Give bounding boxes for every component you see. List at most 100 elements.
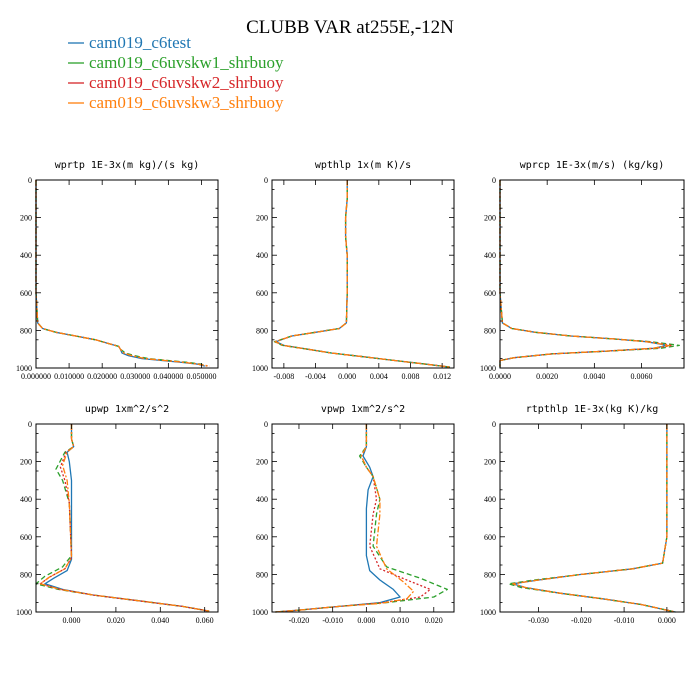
series-line — [499, 180, 680, 368]
x-tick-label: -0.020 — [571, 616, 592, 625]
y-tick-label: 0 — [492, 420, 496, 429]
legend-item: cam019_c6test — [68, 33, 191, 52]
y-tick-label: 0 — [264, 176, 268, 185]
legend-label: cam019_c6uvskw2_shrbuoy — [89, 73, 284, 92]
y-tick-label: 800 — [20, 326, 32, 335]
panel-title: wpthlp 1x(m K)/s — [315, 160, 411, 171]
series-group — [273, 180, 451, 368]
x-tick-label: 0.0000 — [489, 372, 511, 381]
y-tick-label: 200 — [256, 214, 268, 223]
y-tick-label: 0 — [28, 420, 32, 429]
legend-label: cam019_c6uvskw3_shrbuoy — [89, 93, 284, 112]
y-tick-label: 200 — [20, 458, 32, 467]
x-tick-label: 0.000 — [338, 372, 356, 381]
y-tick-label: 1000 — [480, 364, 496, 373]
x-tick-label: 0.000 — [63, 616, 81, 625]
y-tick-label: 600 — [484, 289, 496, 298]
panel: wprcp 1E-3x(m/s) (kg/kg) 0 200 400 600 800 100… — [480, 160, 685, 381]
series-line — [499, 180, 671, 368]
x-tick-label: 0.040 — [151, 616, 169, 625]
x-tick-label: 0.060 — [196, 616, 214, 625]
panel-title: wprtp 1E-3x(m kg)/(s kg) — [55, 160, 200, 171]
x-tick-label: 0.0060 — [631, 372, 653, 381]
x-tick-label: 0.020000 — [87, 372, 117, 381]
y-tick-label: 1000 — [480, 608, 496, 617]
x-tick-label: -0.030 — [528, 616, 549, 625]
y-tick-label: 200 — [20, 214, 32, 223]
panel: wprtp 1E-3x(m kg)/(s kg) 0 200 400 600 800 100… — [16, 160, 219, 381]
y-tick-label: 400 — [484, 495, 496, 504]
x-tick-label: 0.050000 — [186, 372, 216, 381]
y-tick-label: 200 — [256, 458, 268, 467]
legend-item: cam019_c6uvskw2_shrbuoy — [68, 73, 284, 92]
axis-frame — [35, 423, 219, 613]
x-tick-label: 0.0020 — [536, 372, 558, 381]
y-tick-label: 600 — [484, 533, 496, 542]
x-tick-label: 0.020 — [425, 616, 443, 625]
y-tick-label: 400 — [484, 251, 496, 260]
panel-title: vpwp 1xm^2/s^2 — [321, 404, 405, 415]
panel: vpwp 1xm^2/s^2 0 200 400 600 800 1000 -0.020 -0.… — [252, 404, 455, 625]
y-tick-label: 1000 — [16, 364, 32, 373]
y-tick-label: 800 — [256, 326, 268, 335]
x-tick-label: 0.010000 — [54, 372, 84, 381]
y-tick-label: 0 — [28, 176, 32, 185]
series-line — [274, 180, 451, 368]
x-tick-label: -0.004 — [305, 372, 326, 381]
y-tick-label: 400 — [256, 495, 268, 504]
y-tick-label: 1000 — [16, 608, 32, 617]
y-tick-label: 600 — [256, 289, 268, 298]
panel: rtpthlp 1E-3x(kg K)/kg 0 200 400 600 800 1000 -… — [480, 404, 685, 625]
y-tick-label: 800 — [484, 570, 496, 579]
axis-frame — [499, 423, 685, 613]
y-tick-label: 800 — [256, 570, 268, 579]
series-group — [35, 424, 210, 612]
legend: cam019_c6testcam019_c6uvskw1_shrbuoycam0… — [68, 33, 284, 112]
y-tick-label: 1000 — [252, 608, 268, 617]
x-tick-label: 0.000000 — [21, 372, 51, 381]
series-line — [275, 424, 415, 613]
x-tick-label: 0.008 — [401, 372, 419, 381]
series-group — [499, 180, 680, 368]
x-tick-label: -0.020 — [289, 616, 310, 625]
axis-frame — [35, 179, 219, 369]
series-line — [39, 424, 210, 612]
x-tick-label: 0.020 — [107, 616, 125, 625]
axis-frame — [499, 179, 685, 369]
x-tick-label: -0.010 — [322, 616, 343, 625]
series-line — [35, 180, 210, 367]
legend-item: cam019_c6uvskw3_shrbuoy — [68, 93, 284, 112]
x-tick-label: -0.008 — [274, 372, 295, 381]
x-tick-label: 0.040000 — [153, 372, 183, 381]
x-tick-label: 0.000 — [658, 616, 676, 625]
axis-frame — [271, 179, 455, 369]
y-tick-label: 800 — [484, 326, 496, 335]
x-tick-label: 0.030000 — [120, 372, 150, 381]
panel: upwp 1xm^2/s^2 0 200 400 600 800 1000 0.000 0.02… — [16, 404, 219, 625]
y-tick-label: 400 — [20, 495, 32, 504]
y-tick-label: 400 — [256, 251, 268, 260]
panel: wpthlp 1x(m K)/s 0 200 400 600 800 1000 -0.008 -… — [252, 160, 455, 381]
legend-label: cam019_c6uvskw1_shrbuoy — [89, 53, 284, 72]
legend-item: cam019_c6uvskw1_shrbuoy — [68, 53, 284, 72]
y-tick-label: 200 — [484, 458, 496, 467]
y-tick-label: 0 — [492, 176, 496, 185]
x-tick-label: 0.012 — [433, 372, 451, 381]
panel-title: upwp 1xm^2/s^2 — [85, 404, 169, 415]
y-tick-label: 600 — [20, 533, 32, 542]
y-tick-label: 200 — [484, 214, 496, 223]
series-group — [507, 424, 676, 613]
axis-frame — [271, 423, 455, 613]
y-tick-label: 1000 — [252, 364, 268, 373]
series-group — [275, 424, 448, 613]
series-group — [35, 180, 210, 367]
y-tick-label: 0 — [264, 420, 268, 429]
panel-title: rtpthlp 1E-3x(kg K)/kg — [526, 404, 658, 415]
x-tick-label: 0.004 — [370, 372, 388, 381]
legend-label: cam019_c6test — [89, 33, 191, 52]
y-tick-label: 600 — [256, 533, 268, 542]
x-tick-label: 0.010 — [391, 616, 409, 625]
y-tick-label: 800 — [20, 570, 32, 579]
